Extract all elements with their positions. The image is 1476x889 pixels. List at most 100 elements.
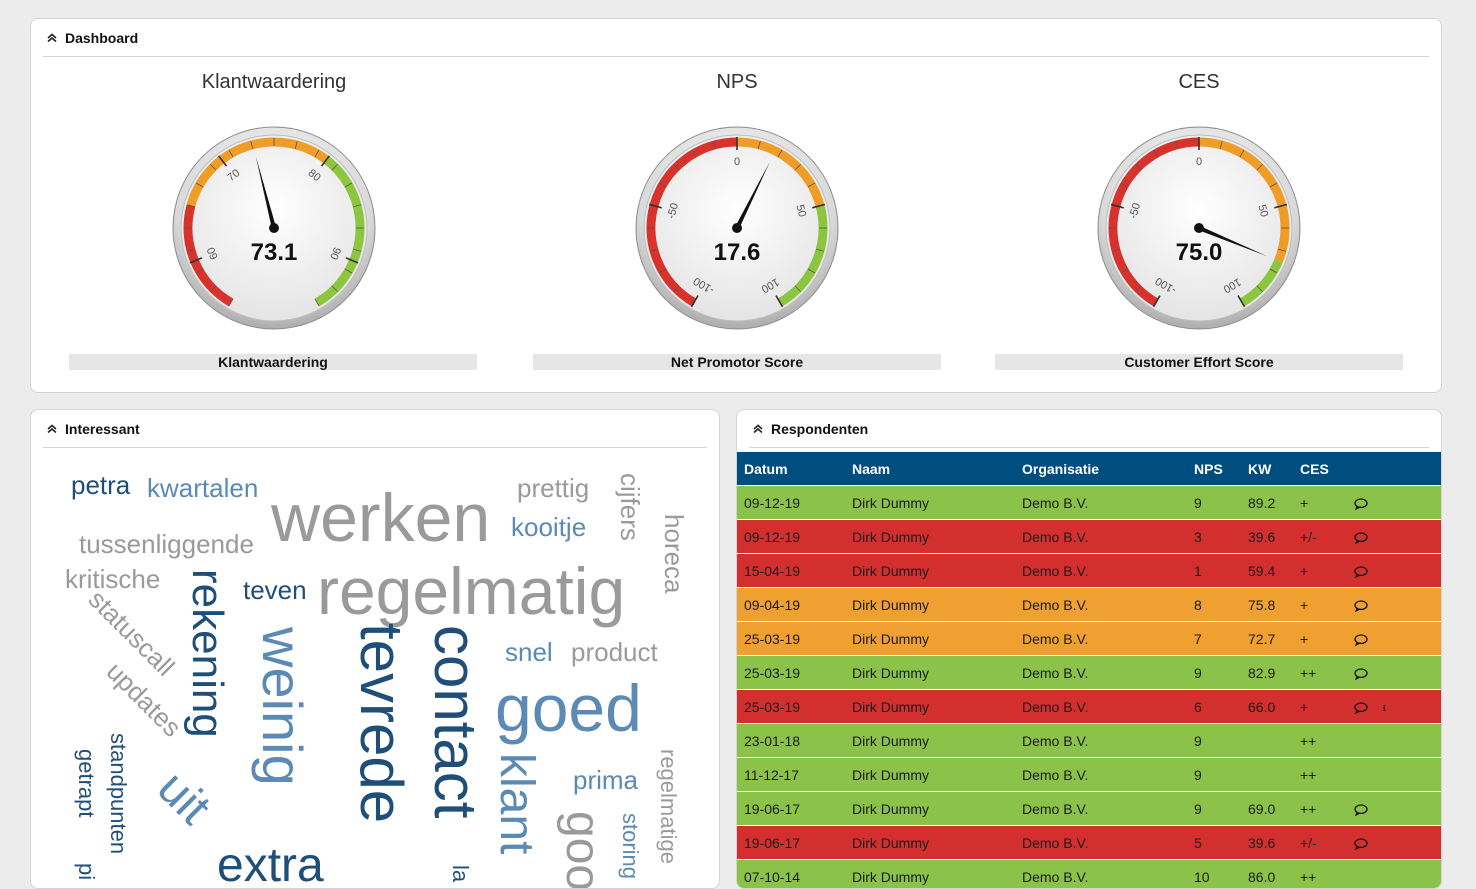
cell-naam: Dirk Dummy	[852, 826, 1022, 860]
cell-ces: ++	[1300, 792, 1354, 826]
cell-nps: 3	[1192, 520, 1248, 554]
info-icon[interactable]	[1382, 702, 1390, 714]
cell-nps: 9	[1192, 486, 1248, 520]
word-cloud-word: goed	[495, 671, 642, 745]
column-header-kw[interactable]: KW	[1248, 452, 1300, 486]
cell-datum: 11-12-17	[737, 758, 852, 792]
gauge-value: 75.0	[1176, 239, 1223, 266]
cell-info	[1382, 622, 1442, 656]
gauge-value: 17.6	[714, 239, 761, 266]
cell-organisatie: Demo B.V.	[1022, 486, 1192, 520]
cell-naam: Dirk Dummy	[852, 724, 1022, 758]
interessant-header[interactable]: Interessant	[43, 410, 707, 448]
cell-comment	[1354, 656, 1382, 690]
cell-ces: +	[1300, 554, 1354, 588]
respondenten-table: Datum Naam Organisatie NPS KW CES 09-12-…	[737, 452, 1442, 889]
comment-bubble-icon[interactable]	[1354, 804, 1368, 816]
cell-nps: 6	[1192, 690, 1248, 724]
cell-comment	[1354, 486, 1382, 520]
word-cloud-word: snel	[505, 637, 553, 667]
cell-datum: 23-01-18	[737, 724, 852, 758]
column-header-nps[interactable]: NPS	[1192, 452, 1248, 486]
comment-bubble-icon[interactable]	[1354, 600, 1368, 612]
cell-comment	[1354, 588, 1382, 622]
word-cloud-word: tussenliggende	[79, 529, 254, 559]
interessant-title: Interessant	[65, 421, 140, 437]
word-cloud-word: pi	[74, 863, 99, 880]
cell-kw: 82.9	[1248, 656, 1300, 690]
comment-bubble-icon[interactable]	[1354, 838, 1368, 850]
cell-naam: Dirk Dummy	[852, 690, 1022, 724]
comment-bubble-icon[interactable]	[1354, 702, 1368, 714]
cell-datum: 09-12-19	[737, 520, 852, 554]
collapse-chevron-icon[interactable]	[45, 31, 59, 45]
cell-comment	[1354, 554, 1382, 588]
cell-nps: 9	[1192, 656, 1248, 690]
cell-naam: Dirk Dummy	[852, 860, 1022, 889]
comment-bubble-icon[interactable]	[1354, 532, 1368, 544]
gauge-caption-klantwaardering: Klantwaardering	[69, 354, 477, 370]
column-header-naam[interactable]: Naam	[852, 452, 1022, 486]
cell-ces: +	[1300, 588, 1354, 622]
cell-comment	[1354, 520, 1382, 554]
cell-comment	[1354, 826, 1382, 860]
cell-nps: 9	[1192, 724, 1248, 758]
cell-datum: 19-06-17	[737, 792, 852, 826]
cell-organisatie: Demo B.V.	[1022, 758, 1192, 792]
column-header-organisatie[interactable]: Organisatie	[1022, 452, 1192, 486]
cell-nps: 8	[1192, 588, 1248, 622]
cell-organisatie: Demo B.V.	[1022, 792, 1192, 826]
respondenten-header[interactable]: Respondenten	[749, 410, 1429, 448]
cell-naam: Dirk Dummy	[852, 520, 1022, 554]
word-cloud-word: prima	[573, 765, 639, 795]
comment-bubble-icon[interactable]	[1354, 668, 1368, 680]
gauge-caption-nps: Net Promotor Score	[533, 354, 941, 370]
cell-kw: 39.6	[1248, 826, 1300, 860]
column-header-ces[interactable]: CES	[1300, 452, 1354, 486]
word-cloud-word: storing	[618, 813, 643, 879]
gauge-needle-hub	[1194, 223, 1204, 233]
cell-comment	[1354, 690, 1382, 724]
cell-nps: 9	[1192, 758, 1248, 792]
comment-bubble-icon[interactable]	[1354, 566, 1368, 578]
cell-organisatie: Demo B.V.	[1022, 622, 1192, 656]
cell-info	[1382, 486, 1442, 520]
word-cloud-word: la	[448, 865, 473, 883]
cell-kw	[1248, 724, 1300, 758]
column-header-comment	[1354, 452, 1382, 486]
cell-info	[1382, 758, 1442, 792]
comment-bubble-icon[interactable]	[1354, 498, 1368, 510]
gauge-needle-hub	[269, 223, 279, 233]
cell-kw: 66.0	[1248, 690, 1300, 724]
cell-comment	[1354, 724, 1382, 758]
collapse-chevron-icon[interactable]	[45, 422, 59, 436]
cell-info	[1382, 656, 1442, 690]
collapse-chevron-icon[interactable]	[751, 422, 765, 436]
cell-comment	[1354, 622, 1382, 656]
cell-datum: 25-03-19	[737, 622, 852, 656]
cell-datum: 25-03-19	[737, 690, 852, 724]
cell-nps: 1	[1192, 554, 1248, 588]
comment-bubble-icon[interactable]	[1354, 634, 1368, 646]
cell-ces: +	[1300, 622, 1354, 656]
dashboard-header[interactable]: Dashboard	[43, 19, 1429, 57]
cell-organisatie: Demo B.V.	[1022, 690, 1192, 724]
column-header-datum[interactable]: Datum	[737, 452, 852, 486]
cell-naam: Dirk Dummy	[852, 656, 1022, 690]
cell-ces: ++	[1300, 758, 1354, 792]
